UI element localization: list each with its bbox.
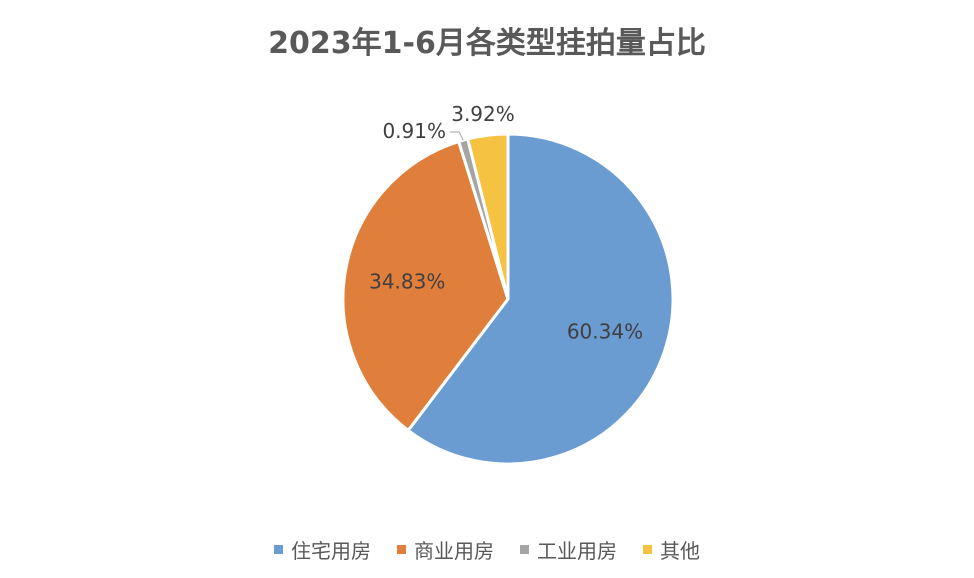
legend-swatch <box>643 545 652 554</box>
legend-item: 住宅用房 <box>274 535 371 564</box>
legend-swatch <box>397 545 406 554</box>
legend-swatch <box>274 545 283 554</box>
data-label-1: 34.83% <box>369 269 445 293</box>
slice-other <box>465 132 510 300</box>
leader-lines <box>450 131 464 141</box>
leader-line-2 <box>450 131 464 141</box>
data-label-3: 3.92% <box>451 102 515 126</box>
legend: 住宅用房 商业用房 工业用房 其他 <box>0 535 974 564</box>
legend-label: 住宅用房 <box>291 539 371 563</box>
legend-swatch <box>520 545 529 554</box>
legend-item: 商业用房 <box>397 535 494 564</box>
legend-label: 工业用房 <box>537 539 617 563</box>
legend-item: 其他 <box>643 535 700 564</box>
slice-residential <box>406 132 675 466</box>
data-label-2: 0.91% <box>382 119 446 143</box>
legend-label: 商业用房 <box>414 539 494 563</box>
data-label-0: 60.34% <box>567 320 643 344</box>
legend-item: 工业用房 <box>520 535 617 564</box>
slice-commercial <box>341 139 510 433</box>
pie-slices <box>341 132 675 466</box>
chart-title: 2023年1-6月各类型挂拍量占比 <box>268 26 706 61</box>
data-labels: 60.34% 34.83% 0.91%3.92% <box>369 102 643 344</box>
legend-label: 其他 <box>660 539 700 563</box>
